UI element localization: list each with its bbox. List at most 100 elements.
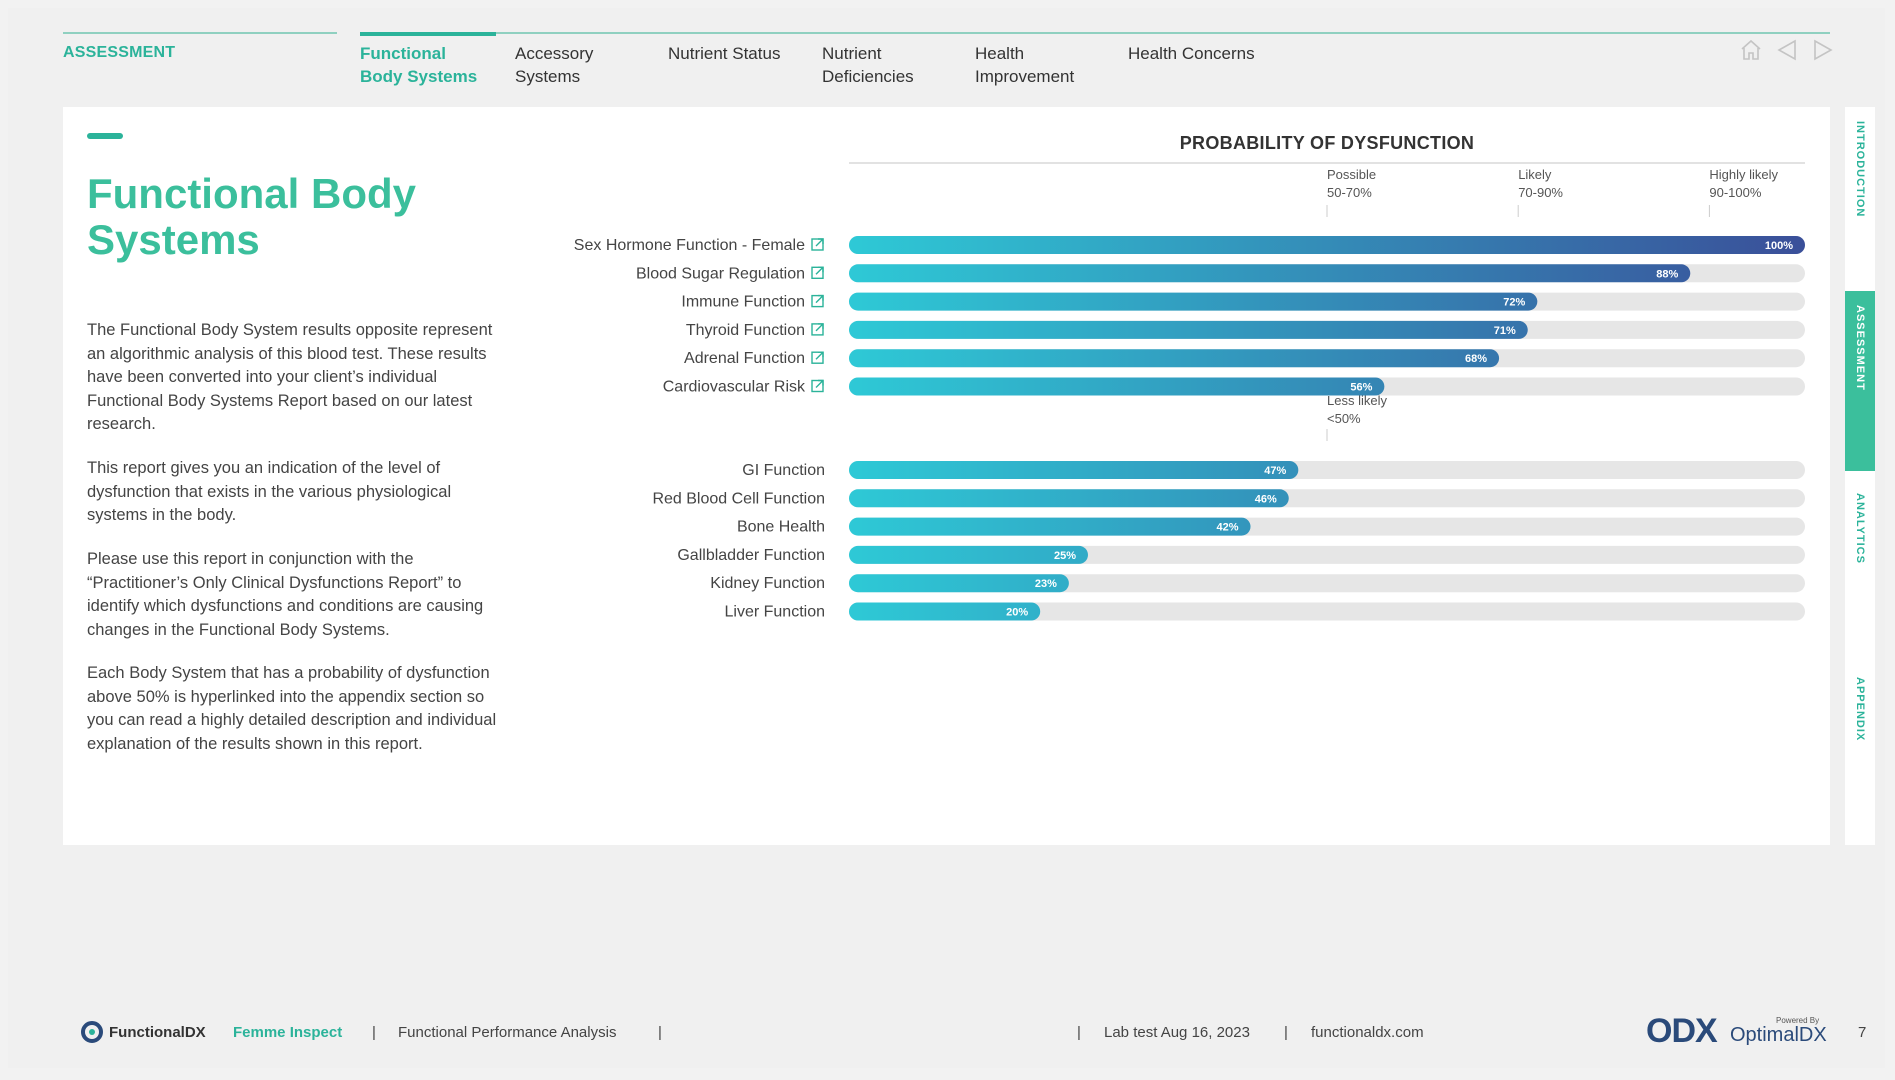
bar — [849, 461, 1299, 479]
data-label: 20% — [1006, 607, 1028, 619]
bar[interactable] — [849, 349, 1500, 368]
external-link-icon[interactable] — [811, 266, 824, 280]
category-label: Liver Function — [725, 604, 826, 621]
threshold-range: 50-70% — [1327, 185, 1372, 200]
tab-bar: Functional Body Systems Accessory System… — [360, 32, 1830, 94]
category-label[interactable]: Immune Function — [681, 294, 805, 311]
external-link-icon[interactable] — [811, 238, 824, 251]
bar[interactable] — [849, 320, 1528, 339]
tab-health-improvement[interactable]: Health Improvement — [975, 42, 1074, 88]
threshold-label: Highly likely — [1709, 167, 1778, 182]
bar[interactable] — [849, 377, 1385, 396]
optimaldx-logo-name: OptimalDX — [1730, 1024, 1827, 1046]
back-arrow-icon[interactable] — [1775, 38, 1799, 62]
top-navigation: ASSESSMENT Functional Body Systems Acces… — [0, 0, 1895, 100]
chart-title: PROBABILITY OF DYSFUNCTION — [1179, 133, 1475, 153]
threshold-label: Less likely — [1327, 393, 1387, 408]
rail-analytics[interactable]: ANALYTICS — [1845, 479, 1875, 651]
data-label: 56% — [1350, 382, 1372, 394]
page-number: 7 — [1858, 1024, 1867, 1041]
footer: FunctionalDX Femme Inspect | Functional … — [0, 1012, 1895, 1050]
odx-logo-mark: ODX — [1646, 1012, 1718, 1050]
forward-arrow-icon[interactable] — [1811, 38, 1835, 62]
chart-title-divider — [849, 162, 1805, 164]
data-label: 47% — [1264, 465, 1286, 477]
external-link-icon[interactable] — [811, 323, 824, 336]
bar[interactable] — [849, 292, 1538, 311]
footer-separator: | — [372, 1024, 376, 1041]
rail-appendix[interactable]: APPENDIX — [1845, 663, 1875, 835]
bar-track — [849, 602, 1805, 621]
bar — [849, 602, 1041, 621]
external-link-icon-arrow — [815, 266, 824, 275]
threshold-range: <50% — [1327, 411, 1361, 426]
external-link-icon[interactable] — [811, 351, 824, 364]
nav-icons — [1739, 38, 1835, 62]
section-label: ASSESSMENT — [63, 32, 337, 62]
threshold-range: 70-90% — [1518, 185, 1563, 200]
rail-label: INTRODUCTION — [1854, 121, 1866, 218]
bar — [849, 517, 1251, 536]
intro-paragraph: This report gives you an indication of t… — [87, 459, 452, 524]
section-rail: INTRODUCTION ASSESSMENT ANALYTICS APPEND… — [1845, 107, 1875, 845]
title-accent-bar — [87, 133, 123, 139]
threshold-label: Likely — [1518, 167, 1552, 182]
tab-label: Health — [975, 44, 1025, 63]
external-link-icon-arrow — [815, 323, 824, 332]
rail-label: ASSESSMENT — [1854, 305, 1866, 391]
external-link-icon-arrow — [815, 294, 824, 304]
page-title: Functional Body Systems — [87, 170, 416, 263]
rail-assessment[interactable]: ASSESSMENT — [1845, 291, 1875, 471]
home-icon[interactable] — [1739, 38, 1763, 62]
category-label[interactable]: Blood Sugar Regulation — [636, 265, 805, 282]
external-link-icon-arrow — [815, 379, 824, 388]
website-link[interactable]: functionaldx.com — [1311, 1024, 1424, 1041]
data-label: 42% — [1216, 522, 1238, 534]
data-label: 100% — [1765, 240, 1793, 252]
brand-name: FunctionalDX — [109, 1024, 206, 1041]
tab-accessory-systems[interactable]: Accessory Systems — [515, 42, 593, 88]
category-label: Gallbladder Function — [677, 547, 825, 564]
functionaldx-logo-icon — [80, 1020, 104, 1048]
bar-track — [849, 574, 1805, 593]
report-name: Functional Performance Analysis — [398, 1024, 617, 1041]
external-link-icon-arrow — [815, 351, 824, 360]
category-label: Red Blood Cell Function — [652, 490, 825, 507]
rail-label: ANALYTICS — [1854, 493, 1866, 564]
external-link-icon[interactable] — [811, 379, 824, 393]
threshold-label: Possible — [1327, 167, 1376, 182]
data-label: 72% — [1503, 297, 1525, 309]
bar — [849, 545, 1088, 564]
data-label: 71% — [1494, 325, 1516, 337]
category-label[interactable]: Sex Hormone Function - Female — [574, 237, 805, 254]
external-link-icon[interactable] — [811, 294, 824, 308]
footer-separator: | — [1284, 1024, 1288, 1041]
bar[interactable] — [849, 236, 1805, 254]
tab-health-concerns[interactable]: Health Concerns — [1128, 42, 1255, 65]
bar — [849, 574, 1069, 593]
intro-paragraph: The Functional Body System results oppos… — [87, 321, 493, 433]
category-label: Kidney Function — [710, 575, 825, 592]
tab-label: Improvement — [975, 67, 1075, 86]
tab-label: Systems — [515, 67, 581, 86]
tab-nutrient-deficiencies[interactable]: Nutrient Deficiencies — [822, 42, 914, 88]
intro-paragraph: Each Body System that has a probability … — [87, 664, 497, 753]
tab-label: Nutrient Status — [668, 44, 781, 63]
tab-label: Accessory — [515, 44, 594, 63]
category-label: Bone Health — [737, 519, 825, 536]
data-label: 46% — [1255, 493, 1277, 505]
external-link-icon-arrow — [815, 238, 824, 247]
tab-label: Body Systems — [360, 67, 478, 86]
category-label[interactable]: Thyroid Function — [686, 322, 805, 339]
footer-separator: | — [658, 1024, 662, 1041]
tab-label: Functional — [360, 44, 446, 63]
product-name: Femme Inspect — [233, 1024, 343, 1041]
category-label[interactable]: Adrenal Function — [684, 350, 805, 367]
data-label: 23% — [1035, 578, 1057, 590]
content-card: Functional Body Systems The Functional B… — [63, 107, 1830, 845]
rail-introduction[interactable]: INTRODUCTION — [1845, 107, 1875, 279]
category-label[interactable]: Cardiovascular Risk — [663, 379, 806, 396]
tab-nutrient-status[interactable]: Nutrient Status — [668, 42, 780, 65]
tab-functional-body-systems[interactable]: Functional Body Systems — [360, 32, 497, 88]
bar[interactable] — [849, 264, 1691, 283]
